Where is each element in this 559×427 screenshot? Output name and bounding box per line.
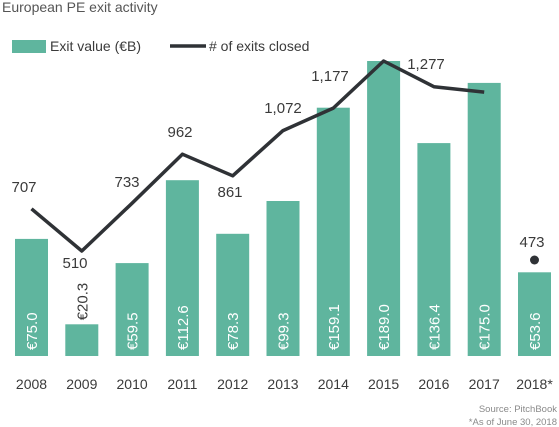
bar-value-label-2009: €20.3 xyxy=(74,283,91,321)
line-value-label-2011: 962 xyxy=(167,124,192,141)
bar-2008 xyxy=(15,238,48,356)
chart-title: European PE exit activity xyxy=(2,0,158,15)
bar-value-label-2012: €78.3 xyxy=(225,312,242,350)
x-tick-2010: 2010 xyxy=(117,376,148,392)
bar-value-label-2013: €99.3 xyxy=(276,312,293,350)
line-group xyxy=(30,59,539,265)
line-value-label-2018: 473 xyxy=(519,234,544,251)
x-tick-2013: 2013 xyxy=(267,376,298,392)
bar-value-label-2008: €75.0 xyxy=(24,312,41,350)
legend-bar-swatch xyxy=(12,40,46,53)
line-value-label-2017: 1,252 xyxy=(466,66,496,80)
x-axis-tick-labels: 2008 2009 2010 2011 2012 2013 2014 2015 2016 2017… xyxy=(16,376,553,392)
line-value-label-2013: 1,072 xyxy=(264,100,302,117)
bar-value-label-2017: €175.0 xyxy=(477,304,494,350)
line-value-label-2016: 1,277 xyxy=(407,56,445,73)
line-value-label-2009: 510 xyxy=(62,255,87,272)
legend-line-label: # of exits closed xyxy=(209,38,309,54)
line-value-label-2015: 1,397 xyxy=(369,43,399,57)
x-tick-2018: 2018* xyxy=(516,376,553,392)
bar-2018 xyxy=(518,272,551,356)
line-value-label-2010: 733 xyxy=(114,174,139,191)
line-value-label-2012: 861 xyxy=(217,184,242,201)
bar-2014 xyxy=(316,107,350,356)
bar-2010 xyxy=(115,263,149,356)
bar-value-label-2010: €59.5 xyxy=(125,312,142,350)
bar-value-label-2014: €159.1 xyxy=(326,304,343,350)
bar-value-label-2018: €53.6 xyxy=(527,312,544,350)
bar-2009 xyxy=(65,324,99,356)
bars-group xyxy=(15,61,551,357)
bar-value-label-2015: €189.0 xyxy=(376,304,393,350)
x-tick-2012: 2012 xyxy=(217,376,248,392)
bar-value-label-2011: €112.6 xyxy=(175,305,192,350)
bar-value-label-2016: €136.4 xyxy=(426,304,443,350)
x-tick-2016: 2016 xyxy=(418,376,449,392)
bar-2013 xyxy=(266,201,300,356)
line-value-label-2008: 707 xyxy=(11,179,36,196)
source-text: Source: PitchBook xyxy=(479,404,557,415)
x-tick-2015: 2015 xyxy=(368,376,399,392)
x-tick-2009: 2009 xyxy=(66,376,97,392)
line-labels-group: 707 510 733 962 861 1,072 1,177 1,397 1,277 1,252… xyxy=(11,43,544,272)
x-tick-2017: 2017 xyxy=(469,376,500,392)
legend-bar-label: Exit value (€B) xyxy=(50,38,141,54)
bar-2015 xyxy=(367,61,401,356)
footnote-text: *As of June 30, 2018 xyxy=(469,417,557,427)
bar-2017 xyxy=(467,82,501,357)
bar-labels-group: €75.0 €20.3 €59.5 €112.6 €78.3 €99.3 €159.1 €18… xyxy=(24,283,544,350)
exits-line xyxy=(30,59,485,253)
bar-2011 xyxy=(165,180,199,356)
line-value-label-2014: 1,177 xyxy=(311,68,349,85)
exits-point-2018 xyxy=(530,255,539,265)
x-tick-2014: 2014 xyxy=(318,376,349,392)
x-tick-2008: 2008 xyxy=(16,376,47,392)
legend: Exit value (€B) # of exits closed xyxy=(12,38,309,54)
bar-2012 xyxy=(216,233,250,356)
bar-2016 xyxy=(417,143,451,356)
x-tick-2011: 2011 xyxy=(167,376,197,392)
